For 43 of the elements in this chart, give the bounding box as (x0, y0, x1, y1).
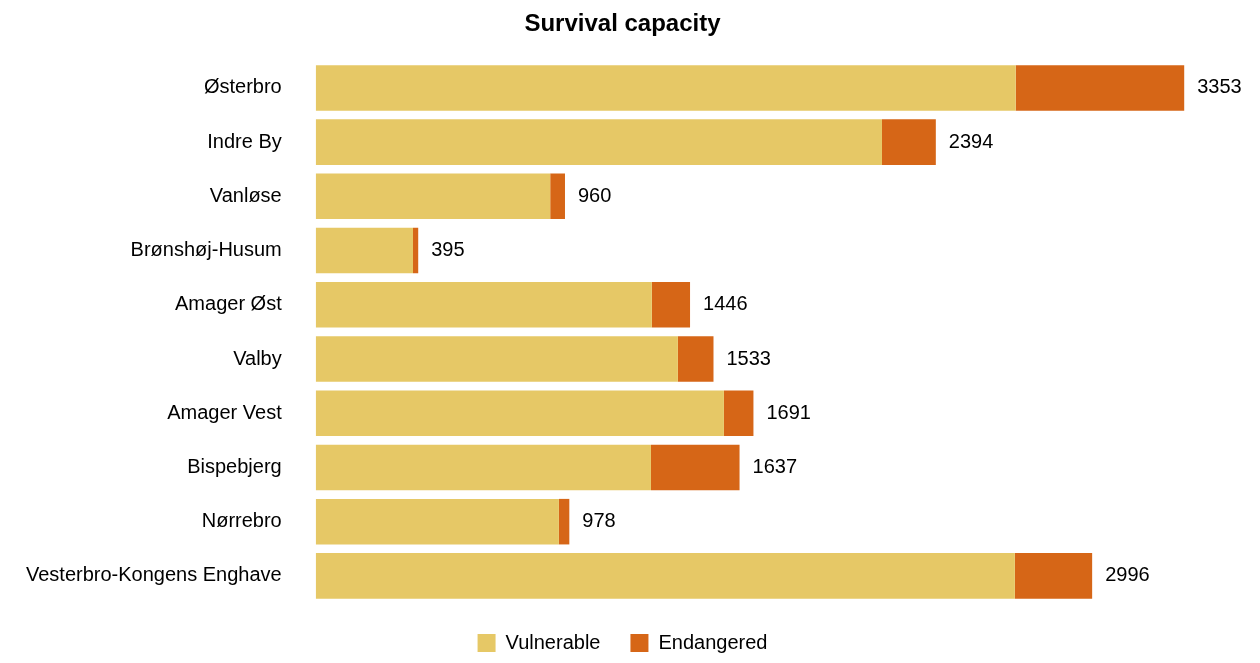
annotation: 2394 (948, 129, 994, 152)
bar (650, 444, 740, 491)
bar (315, 173, 551, 220)
annotation: 978 (582, 509, 616, 532)
bar (723, 390, 754, 436)
y-tick-label: Indre By (207, 129, 282, 152)
annotation: 395 (431, 238, 465, 261)
y-tick-label: Amager Vest (167, 400, 283, 423)
bar (315, 444, 651, 491)
annotation: 2996 (1105, 563, 1150, 586)
annotation: 960 (577, 183, 612, 206)
annotation: 1691 (766, 400, 811, 423)
bar (1015, 65, 1185, 111)
bar (651, 282, 691, 328)
y-tick-label: Brønshøj-Husum (130, 238, 282, 261)
y-tick-label: Vanløse (209, 183, 282, 206)
y-tick-label: Amager Øst (175, 292, 283, 315)
annotation: 3353 (1197, 75, 1242, 98)
bar (550, 173, 565, 220)
y-tick-label: Nørrebro (201, 509, 282, 532)
y-tick-label: Valby (233, 346, 282, 369)
bar (315, 390, 724, 436)
legend-label: Vulnerable (505, 630, 601, 653)
bar (315, 65, 1016, 111)
annotation: 1533 (726, 346, 771, 369)
chart-title: Survival capacity (524, 9, 722, 37)
annotation: 1446 (703, 292, 748, 315)
bar (315, 282, 652, 328)
y-tick-label: Vesterbro-Kongens Enghave (26, 563, 282, 586)
bar (1014, 553, 1093, 599)
bar (315, 553, 1015, 599)
y-tick-label: Bispebjerg (187, 454, 282, 477)
annotation: 1637 (752, 454, 798, 477)
legend-label: Endangered (658, 630, 768, 653)
bar (315, 498, 559, 545)
bar (677, 336, 714, 382)
bar (315, 227, 413, 274)
bar (315, 119, 882, 165)
bar (558, 498, 570, 545)
bar (315, 336, 678, 382)
bar (413, 227, 419, 274)
y-tick-label: Østerbro (203, 75, 282, 98)
bar (881, 119, 936, 165)
